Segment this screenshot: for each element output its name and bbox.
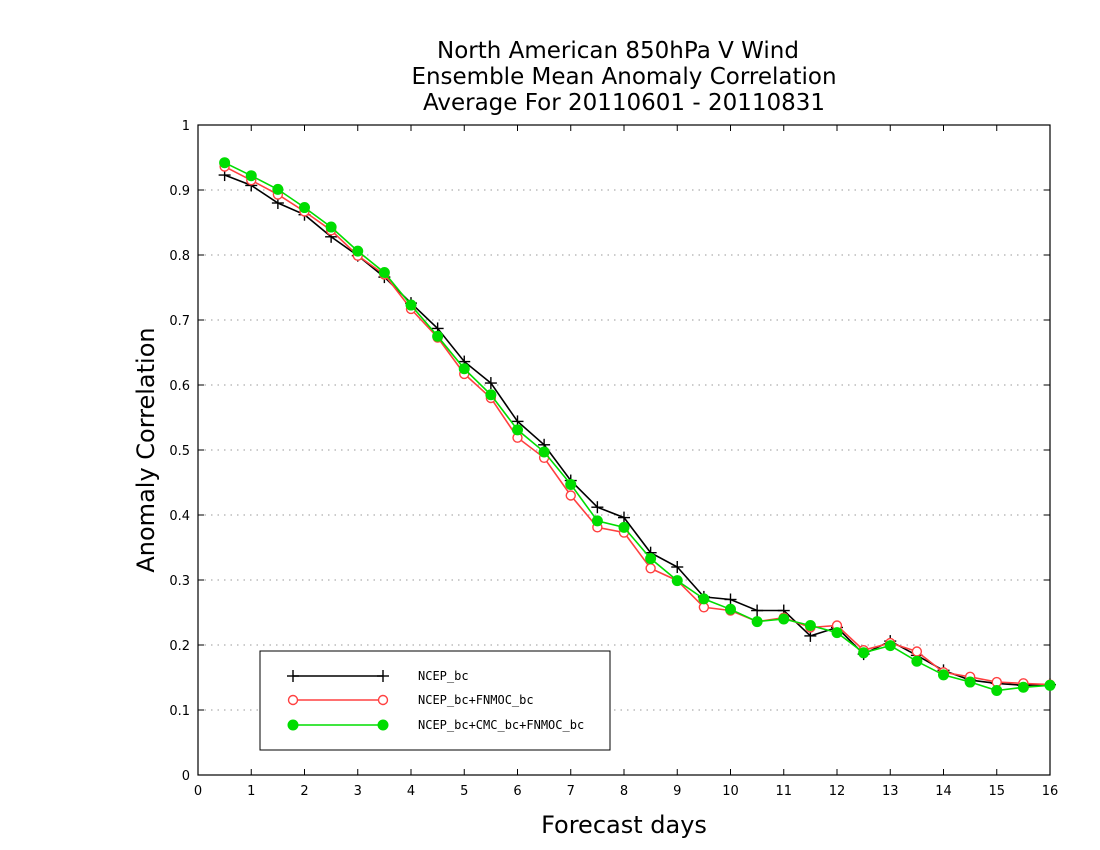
gridlines [198, 189, 1050, 711]
data-point-ncep-bc-cmc-bc-fnmoc-bc [405, 299, 417, 311]
x-axis-label: Forecast days [541, 811, 707, 839]
data-point-ncep-bc-cmc-bc-fnmoc-bc [858, 647, 870, 659]
data-point-ncep-bc-cmc-bc-fnmoc-bc [725, 603, 736, 615]
chart-title-line-2: Ensemble Mean Anomaly Correlation [411, 64, 836, 90]
y-tick-label: 0.8 [169, 249, 190, 264]
data-point-ncep-bc-fnmoc-bc [565, 490, 576, 501]
data-point-ncep-bc-cmc-bc-fnmoc-bc [938, 669, 949, 681]
data-point-ncep-bc-cmc-bc-fnmoc-bc [272, 183, 284, 195]
legend-marker-ncep-bc-fnmoc-bc [377, 694, 389, 706]
legend: NCEP_bc NCEP_bc+FNMOC_bc NCEP_bc+CMC_bc+FN… [259, 650, 611, 751]
x-tick-label: 16 [1042, 784, 1059, 799]
x-tick-label: 2 [300, 784, 308, 799]
y-tick-label: 0.6 [169, 379, 190, 394]
data-point-ncep-bc-cmc-bc-fnmoc-bc [991, 685, 1003, 696]
y-tick-label: 0.2 [169, 639, 190, 654]
x-tick-label: 3 [354, 784, 362, 799]
data-point-ncep-bc-cmc-bc-fnmoc-bc [964, 676, 976, 688]
data-point-ncep-bc-cmc-bc-fnmoc-bc [804, 620, 816, 631]
data-point-ncep-bc-cmc-bc-fnmoc-bc [299, 202, 310, 214]
x-tick-label: 5 [460, 784, 468, 799]
x-tick-label: 6 [513, 784, 521, 799]
data-point-ncep-bc-cmc-bc-fnmoc-bc [538, 446, 550, 458]
data-point-ncep-bc-cmc-bc-fnmoc-bc [1017, 681, 1029, 693]
data-point-ncep-bc-cmc-bc-fnmoc-bc [485, 389, 497, 401]
y-tick-label: 0.7 [169, 314, 190, 329]
legend-marker-ncep-bc [287, 670, 299, 682]
x-tick-label: 0 [194, 784, 202, 799]
legend-marker-ncep-bc [377, 670, 389, 682]
x-tick-label: 10 [722, 784, 739, 799]
data-point-ncep-bc-cmc-bc-fnmoc-bc [219, 157, 231, 169]
data-point-ncep-bc [671, 561, 684, 573]
data-point-ncep-bc-cmc-bc-fnmoc-bc [512, 424, 523, 436]
x-tick-label: 14 [935, 784, 952, 799]
data-point-ncep-bc [484, 377, 497, 390]
data-point-ncep-bc-cmc-bc-fnmoc-bc [325, 221, 337, 233]
axis-ticks: 00.10.20.30.40.50.60.70.80.910 1 2 3 4 5 6 7 8 9 1… [169, 119, 1058, 799]
series-line-ncep-bc [224, 174, 1051, 687]
data-point-ncep-bc-cmc-bc-fnmoc-bc [432, 330, 444, 342]
data-point-ncep-bc-cmc-bc-fnmoc-bc [645, 553, 657, 565]
y-tick-label: 1 [182, 119, 190, 134]
x-tick-label: 4 [407, 784, 415, 799]
series-line-ncep-bc-cmc-bc-fnmoc-bc [224, 161, 1051, 692]
legend-label-ncep-bc-fnmoc-bc: NCEP_bc+FNMOC_bc [418, 693, 534, 707]
data-point-ncep-bc-cmc-bc-fnmoc-bc [831, 627, 843, 639]
legend-label-ncep-bc-cmc-bc-fnmoc-bc: NCEP_bc+CMC_bc+FNMOC_bc [418, 718, 584, 732]
x-tick-label: 1 [247, 784, 255, 799]
y-tick-label: 0.9 [169, 184, 190, 199]
chart-title-line-3: Average For 20110601 - 20110831 [423, 90, 825, 116]
legend-box [259, 650, 611, 751]
data-point-ncep-bc-fnmoc-bc [645, 563, 656, 574]
data-point-ncep-bc [724, 593, 737, 606]
chart-title-line-1: North American 850hPa V Wind [437, 38, 799, 64]
legend-marker-ncep-bc-fnmoc-bc [287, 694, 299, 706]
y-tick-label: 0.1 [169, 704, 190, 719]
data-point-ncep-bc-cmc-bc-fnmoc-bc [698, 593, 710, 605]
series-group [218, 157, 1056, 696]
series-line-ncep-bc-fnmoc-bc [224, 165, 1051, 686]
data-point-ncep-bc [618, 511, 630, 524]
x-tick-label: 7 [567, 784, 575, 799]
y-tick-label: 0.5 [169, 444, 190, 459]
legend-marker-ncep-bc-cmc-bc-fnmoc-bc [377, 719, 389, 731]
x-tick-label: 12 [829, 784, 846, 799]
data-point-ncep-bc-cmc-bc-fnmoc-bc [618, 521, 630, 533]
x-tick-label: 15 [988, 784, 1005, 799]
x-tick-label: 13 [882, 784, 899, 799]
data-point-ncep-bc-cmc-bc-fnmoc-bc [1044, 679, 1056, 691]
y-tick-label: 0.4 [169, 509, 190, 524]
data-point-ncep-bc-cmc-bc-fnmoc-bc [778, 613, 790, 625]
legend-label-ncep-bc: NCEP_bc [418, 669, 469, 683]
data-point-ncep-bc-cmc-bc-fnmoc-bc [565, 478, 577, 490]
data-point-ncep-bc-fnmoc-bc [911, 646, 923, 657]
data-point-ncep-bc-cmc-bc-fnmoc-bc [591, 515, 603, 527]
data-point-ncep-bc-cmc-bc-fnmoc-bc [884, 640, 896, 652]
data-point-ncep-bc-cmc-bc-fnmoc-bc [671, 575, 683, 587]
legend-marker-ncep-bc-cmc-bc-fnmoc-bc [287, 719, 299, 731]
data-point-ncep-bc-cmc-bc-fnmoc-bc [458, 363, 470, 375]
data-point-ncep-bc [591, 501, 604, 514]
y-tick-label: 0.3 [169, 574, 190, 589]
series-ncep-bc-fnmoc-bc [219, 161, 1056, 690]
data-point-ncep-bc-cmc-bc-fnmoc-bc [378, 267, 390, 279]
series-ncep-bc [218, 169, 1056, 692]
x-tick-label: 9 [673, 784, 681, 799]
data-point-ncep-bc [751, 604, 764, 617]
data-point-ncep-bc-cmc-bc-fnmoc-bc [751, 616, 763, 628]
series-ncep-bc-cmc-bc-fnmoc-bc [219, 157, 1056, 696]
y-axis-label: Anomaly Correlation [132, 327, 160, 572]
data-point-ncep-bc-cmc-bc-fnmoc-bc [911, 655, 923, 667]
x-tick-label: 11 [775, 784, 792, 799]
data-point-ncep-bc-cmc-bc-fnmoc-bc [352, 245, 364, 257]
data-point-ncep-bc-cmc-bc-fnmoc-bc [245, 170, 257, 182]
y-tick-label: 0 [182, 769, 190, 784]
x-tick-label: 8 [620, 784, 628, 799]
